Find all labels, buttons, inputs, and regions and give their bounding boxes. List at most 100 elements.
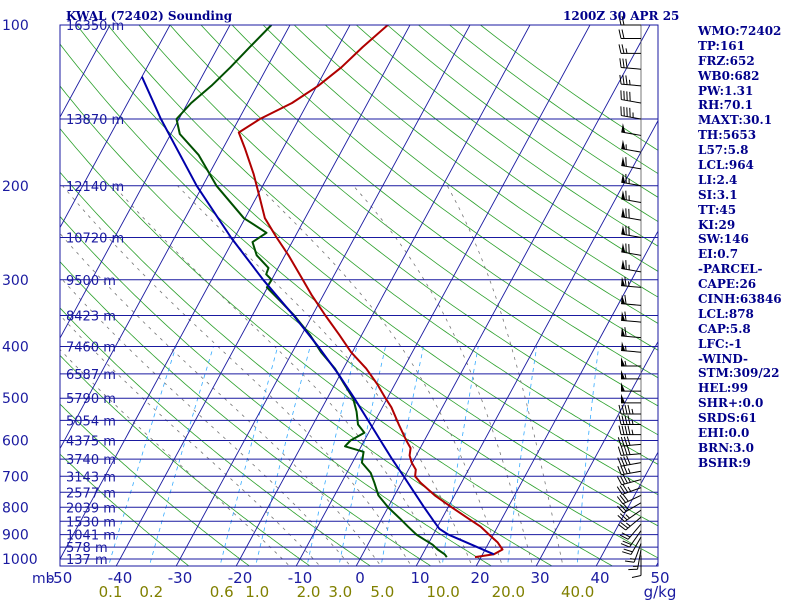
mixing-ratio-line	[108, 346, 177, 566]
plot-frame	[59, 24, 659, 567]
wind-barb-flag	[621, 139, 626, 150]
stat-row: L57:5.8	[698, 143, 749, 158]
mixing-ratio-line	[219, 346, 279, 566]
isotherm	[595, 451, 658, 566]
wind-barb-full-feather	[617, 466, 622, 475]
wind-barb-full-feather	[624, 425, 628, 435]
wind-barb	[618, 516, 642, 531]
pressure-tick-label: 700	[2, 469, 29, 485]
wind-barb-staff	[621, 198, 642, 204]
mixing-ratio-line	[576, 346, 600, 566]
wind-barb-full-feather	[618, 404, 622, 415]
wind-barb	[621, 259, 642, 273]
wind-barb	[621, 393, 641, 404]
mixing-ratio-line	[255, 346, 311, 566]
wind-barb-full-feather	[622, 540, 632, 546]
wind-barb-full-feather	[618, 15, 622, 26]
wind-barb-full-feather	[616, 486, 623, 495]
wind-barb-staff	[621, 267, 642, 273]
wind-barb	[620, 90, 642, 104]
station-title: KWAL (72402) Sounding	[66, 9, 233, 23]
wind-barb	[621, 369, 641, 380]
wind-barb-full-feather	[619, 74, 622, 85]
wind-barb-full-feather	[618, 425, 622, 435]
wind-barb-flag	[621, 311, 626, 321]
isotherm	[235, 25, 531, 566]
mixing-ratio-unit-label: g/kg	[644, 583, 677, 600]
pressure-tick-label: 600	[2, 434, 29, 450]
wind-barb-staff	[627, 523, 642, 540]
wind-barb-full-feather	[626, 445, 631, 455]
axis-labels: 16350 m 13870 m 12140 m 10720 m 9500 m 8423 m…	[2, 18, 676, 600]
wind-barb	[619, 74, 642, 87]
wind-barb-staff	[625, 516, 642, 531]
wind-barb-half-feather	[628, 79, 631, 85]
temperature-tick-label: 30	[530, 569, 549, 587]
wind-barb-flag	[621, 369, 625, 379]
wind-barb-staff	[633, 543, 642, 563]
height-label: 5790 m	[66, 392, 116, 407]
wind-barb-full-feather	[621, 532, 631, 538]
height-label: 1041 m	[66, 529, 116, 544]
wind-barb-full-feather	[618, 44, 622, 54]
stat-row: LCL:878	[698, 306, 754, 321]
moist-adiabat	[60, 348, 291, 566]
wind-barb-half-feather	[631, 429, 634, 435]
wind-barb	[618, 425, 641, 436]
height-label: 13870 m	[66, 113, 124, 128]
wind-barb-full-feather	[618, 524, 626, 531]
stat-row: PW:1.31	[698, 83, 754, 98]
height-label: 16350 m	[66, 19, 124, 34]
wind-barb	[622, 536, 642, 555]
wind-barb-full-feather	[623, 445, 628, 456]
dry-adiabat	[231, 25, 658, 351]
wind-barb	[621, 190, 642, 204]
wind-barb-full-feather	[624, 415, 628, 425]
temperature-tick-label: 20	[470, 569, 489, 587]
mixing-ratio-tick-label: 10.0	[426, 583, 459, 600]
wind-barb-staff	[629, 530, 642, 548]
wind-barb	[617, 464, 642, 476]
background-lines	[60, 25, 658, 566]
wind-barb-full-feather	[620, 456, 625, 466]
wind-barb-staff	[621, 349, 642, 353]
wind-barb	[619, 58, 642, 70]
wind-barb-full-feather	[616, 496, 624, 505]
wind-barb-full-feather	[625, 75, 628, 85]
wind-barb-half-feather	[624, 345, 627, 351]
wind-barb-half-feather	[624, 360, 627, 367]
wind-barb	[621, 382, 641, 392]
wind-barb-half-feather	[631, 408, 634, 415]
stat-row: CINH:63846	[698, 292, 782, 307]
stat-row: KI:29	[698, 217, 736, 232]
temperature-tick-label: 40	[590, 569, 609, 587]
wind-barb-full-feather	[625, 58, 628, 69]
height-label: 3740 m	[66, 453, 116, 468]
height-label: 12140 m	[66, 180, 124, 195]
mixing-ratio-tick-label: 5.0	[370, 583, 394, 600]
wind-barb-half-feather	[630, 558, 636, 560]
isotherm	[60, 25, 351, 560]
stat-row: SRDS:61	[698, 411, 757, 426]
wind-barb	[617, 455, 642, 467]
temperature-tick-label: -20	[228, 569, 253, 587]
wind-barb-full-feather	[616, 476, 623, 485]
dry-adiabat	[200, 25, 658, 379]
dry-adiabat	[324, 25, 658, 272]
mixing-ratio-tick-label: 0.6	[210, 583, 234, 600]
wind-barb-full-feather	[619, 534, 629, 540]
wind-barb	[617, 445, 642, 456]
wind-barb-flag	[621, 156, 626, 167]
mixing-ratio-tick-label: 1.0	[245, 583, 269, 600]
pressure-tick-label: 500	[2, 391, 29, 407]
stat-row: HEL:99	[698, 381, 749, 396]
wind-barb-full-feather	[626, 455, 631, 465]
wind-barb-flag	[621, 259, 626, 270]
wind-barb-full-feather	[623, 456, 628, 466]
isotherm	[60, 25, 171, 229]
pressure-tick-label: 100	[2, 18, 29, 34]
temperature-tick-label: 0	[355, 569, 365, 587]
isotherm	[115, 25, 411, 566]
height-label: 10720 m	[66, 231, 124, 246]
